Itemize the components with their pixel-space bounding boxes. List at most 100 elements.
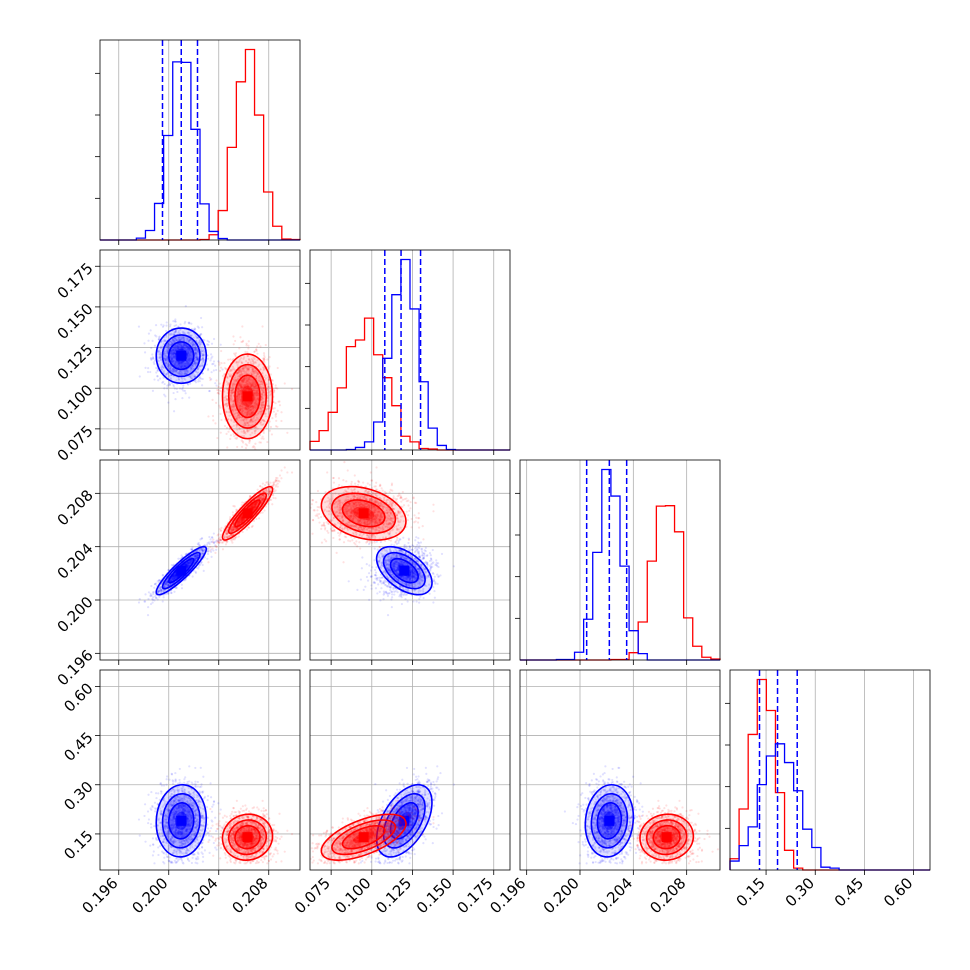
- blue-sample-point: [177, 346, 180, 350]
- blue-sample-point: [189, 369, 192, 372]
- blue-sample-point: [182, 331, 185, 334]
- panel-frame: [99, 39, 301, 241]
- blue-sample-point: [174, 345, 177, 348]
- blue-sample-point: [178, 362, 181, 365]
- blue-sample-point: [172, 339, 175, 342]
- blue-sample-point: [163, 357, 166, 360]
- blue-sample-point: [206, 557, 209, 560]
- red-sample-point: [267, 367, 270, 370]
- blue-sample-point: [194, 348, 197, 351]
- red-sample-point: [253, 350, 256, 353]
- blue-sample-point: [174, 360, 177, 363]
- blue-sample-point: [210, 342, 214, 345]
- blue-sample-point: [178, 344, 181, 347]
- blue-sample-point: [178, 361, 181, 365]
- blue-sample-point: [184, 378, 187, 381]
- blue-sample-point: [181, 347, 184, 350]
- blue-sample-point: [174, 320, 177, 323]
- blue-sample-point: [175, 324, 178, 327]
- blue-sample-point: [172, 367, 175, 371]
- red-sample-point: [275, 412, 278, 415]
- blue-sample-point: [188, 340, 191, 343]
- blue-sample-point: [159, 346, 162, 349]
- blue-sample-point: [159, 346, 163, 350]
- blue-sample-point: [146, 614, 150, 617]
- blue-sample-point: [211, 536, 214, 539]
- blue-sample-point: [179, 362, 183, 365]
- blue-sample-point: [164, 358, 167, 362]
- blue-sample-point: [153, 378, 156, 381]
- blue-sample-point: [190, 341, 193, 345]
- blue-sample-point: [174, 369, 177, 372]
- blue-sample-point: [173, 352, 177, 355]
- blue-sample-point: [175, 369, 178, 373]
- blue-sample-point: [178, 365, 181, 368]
- blue-sample-point: [179, 366, 182, 369]
- blue-sample-point: [173, 345, 176, 348]
- blue-sample-point: [180, 365, 183, 368]
- blue-sample-point: [186, 351, 190, 354]
- blue-sample-point: [186, 352, 189, 355]
- blue-sample-point: [171, 367, 174, 371]
- blue-sample-point: [183, 338, 186, 342]
- blue-sample-point: [180, 346, 183, 349]
- red-sample-point: [283, 382, 286, 385]
- red-sample-point: [219, 431, 222, 434]
- blue-sample-point: [158, 356, 161, 359]
- blue-sample-point: [185, 360, 189, 363]
- red-sample-point: [208, 376, 211, 379]
- blue-sample-point: [194, 364, 197, 367]
- red-sample-point: [220, 526, 223, 529]
- red-sample-point: [240, 439, 243, 442]
- red-sample-point: [247, 456, 249, 458]
- blue-sample-point: [186, 362, 190, 365]
- blue-sample-point: [156, 369, 159, 372]
- blue-sample-point: [169, 358, 173, 362]
- red-histogram: [309, 317, 510, 451]
- blue-sample-point: [183, 322, 186, 325]
- blue-sample-point: [175, 364, 178, 367]
- blue-sample-point: [176, 343, 180, 346]
- blue-sample-point: [179, 373, 182, 376]
- blue-sample-point: [175, 364, 179, 368]
- blue-sample-point: [179, 339, 182, 342]
- blue-sample-point: [201, 377, 204, 381]
- red-sample-point: [242, 465, 244, 467]
- blue-sample-point: [194, 362, 197, 365]
- blue-sample-point: [189, 334, 192, 337]
- blue-sample-point: [195, 349, 198, 352]
- blue-sample-point: [193, 347, 196, 350]
- blue-sample-point: [167, 401, 170, 404]
- blue-sample-point: [181, 386, 184, 389]
- blue-sample-point: [194, 347, 197, 351]
- y-tick-label: 0.175: [54, 259, 97, 302]
- blue-sample-point: [170, 333, 173, 336]
- blue-sample-point: [179, 339, 183, 342]
- blue-sample-point: [182, 336, 185, 340]
- blue-sample-point: [196, 348, 199, 351]
- blue-sample-point: [165, 352, 169, 355]
- blue-sample-point: [170, 342, 173, 345]
- blue-sample-point: [173, 339, 176, 343]
- red-sample-point: [238, 347, 241, 350]
- blue-sample-point: [176, 344, 179, 348]
- blue-sample-point: [171, 349, 174, 352]
- blue-sample-point: [173, 337, 177, 340]
- red-sample-point: [220, 366, 223, 369]
- blue-sample-point: [192, 344, 195, 347]
- blue-sample-point: [198, 342, 202, 345]
- blue-sample-point: [184, 343, 187, 346]
- red-sample-point: [276, 387, 279, 390]
- blue-sample-point: [177, 331, 180, 334]
- blue-sample-point: [186, 351, 190, 354]
- blue-sample-point: [174, 329, 177, 332]
- blue-sample-point: [206, 339, 209, 342]
- blue-sample-point: [184, 371, 187, 375]
- red-sample-point: [274, 476, 278, 480]
- blue-sample-point: [155, 371, 158, 374]
- blue-sample-point: [149, 356, 153, 360]
- blue-sample-point: [169, 350, 173, 353]
- blue-sample-point: [186, 354, 189, 357]
- blue-sample-point: [182, 384, 185, 387]
- blue-sample-point: [169, 323, 172, 326]
